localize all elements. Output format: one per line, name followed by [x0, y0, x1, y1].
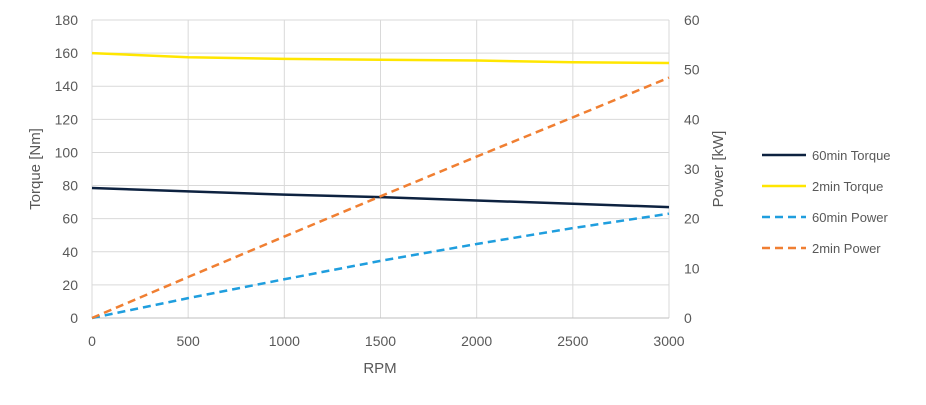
y-tick-label: 80 — [62, 178, 78, 194]
x-tick-label: 2000 — [461, 333, 492, 349]
y-tick-label: 120 — [55, 111, 79, 127]
y-tick-label: 0 — [70, 310, 78, 326]
y-tick-label: 40 — [62, 244, 78, 260]
series-line-2min-power — [91, 76, 670, 320]
y-tick-label: 180 — [55, 12, 79, 28]
y2-tick-label: 30 — [684, 161, 700, 177]
y2-tick-label: 60 — [684, 12, 700, 28]
y2-tick-label: 50 — [684, 62, 700, 78]
y-tick-label: 100 — [55, 144, 79, 160]
y2-axis-label: Power [kW] — [710, 131, 727, 208]
x-tick-label: 500 — [176, 333, 200, 349]
y2-tick-label: 10 — [684, 260, 700, 276]
y-tick-label: 60 — [62, 211, 78, 227]
x-axis-label: RPM — [363, 360, 396, 377]
x-tick-label: 1000 — [269, 333, 300, 349]
y-tick-label: 160 — [55, 45, 79, 61]
x-tick-label: 3000 — [653, 333, 684, 349]
legend-label: 60min Torque — [812, 148, 891, 163]
x-tick-label: 2500 — [557, 333, 588, 349]
y-tick-label: 140 — [55, 78, 79, 94]
x-tick-label: 0 — [88, 333, 96, 349]
legend-label: 60min Power — [812, 210, 889, 225]
y-axis-label: Torque [Nm] — [27, 128, 44, 210]
legend-label: 2min Power — [812, 241, 881, 256]
legend-label: 2min Torque — [812, 179, 883, 194]
y2-tick-label: 40 — [684, 111, 700, 127]
y2-tick-label: 20 — [684, 211, 700, 227]
x-tick-label: 1500 — [365, 333, 396, 349]
y-tick-label: 20 — [62, 277, 78, 293]
series-line-2min-torque — [91, 51, 670, 65]
series-line-60min-power — [91, 212, 670, 320]
y2-tick-label: 0 — [684, 310, 692, 326]
